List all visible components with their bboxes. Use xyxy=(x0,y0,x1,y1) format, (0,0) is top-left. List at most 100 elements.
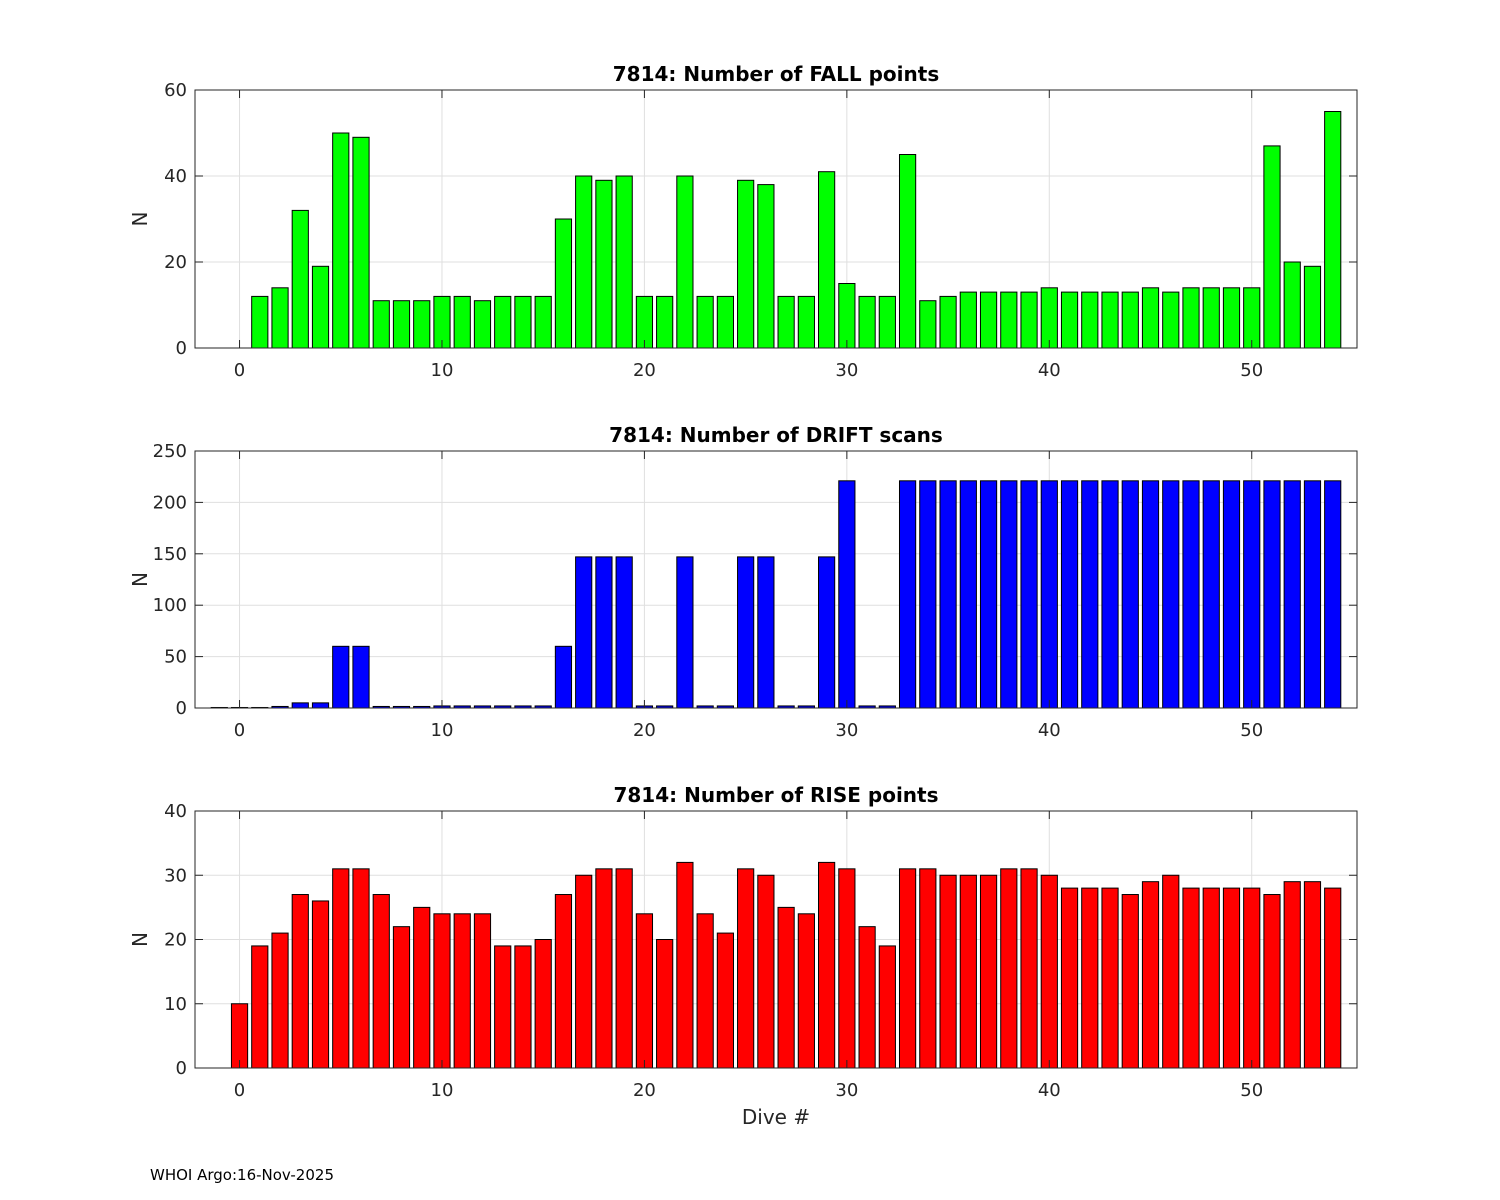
bar-dive-4 xyxy=(311,702,330,709)
bar-dive-41 xyxy=(1060,887,1079,1069)
bar-dive-50 xyxy=(1243,480,1261,709)
bar-dive-37 xyxy=(979,874,998,1069)
x-tick-label: 20 xyxy=(633,1080,656,1101)
bar-dive-46 xyxy=(1162,291,1180,349)
y-axis-label: N xyxy=(128,212,152,227)
x-tick-label: 0 xyxy=(234,720,245,741)
bar-dive-48 xyxy=(1202,287,1220,349)
bar-dive-30 xyxy=(838,283,856,349)
bar-dive-7 xyxy=(372,300,390,349)
bar-dive-8 xyxy=(392,926,411,1069)
bar-dive-16 xyxy=(554,218,573,349)
bar-dive-27 xyxy=(777,295,795,349)
bar-dive-21 xyxy=(656,295,674,349)
y-tick-label: 10 xyxy=(164,994,187,1015)
x-tick-label: 30 xyxy=(835,360,858,381)
bar-dive-36 xyxy=(959,874,977,1069)
bar-dive-16 xyxy=(554,645,573,709)
bar-dive-49 xyxy=(1222,887,1241,1069)
bar-dive-37 xyxy=(979,480,998,709)
bar-dive-29 xyxy=(818,556,836,709)
bar-dive-15 xyxy=(534,939,552,1069)
x-tick-label: 30 xyxy=(835,720,858,741)
bar-dive-51 xyxy=(1263,145,1281,349)
bar-dive-6 xyxy=(352,645,370,709)
bar-dive-20 xyxy=(635,913,654,1069)
bar-dive-47 xyxy=(1182,887,1200,1069)
x-tick-label: 20 xyxy=(633,720,656,741)
x-tick-label: 0 xyxy=(234,360,245,381)
bar-dive-12 xyxy=(473,913,492,1069)
y-tick-label: 50 xyxy=(164,647,187,668)
bar-dive-18 xyxy=(595,556,613,709)
bar-dive-6 xyxy=(352,868,370,1069)
bar-dive-48 xyxy=(1202,480,1220,709)
bar-dive-2 xyxy=(271,932,289,1069)
bar-dive-17 xyxy=(575,874,593,1069)
bar-dive-15 xyxy=(534,295,552,349)
bar-dive-54 xyxy=(1324,887,1342,1069)
y-tick-label: 20 xyxy=(164,252,187,273)
x-tick-label: 0 xyxy=(234,1080,245,1101)
x-tick-label: 10 xyxy=(431,360,454,381)
bar-dive-52 xyxy=(1283,480,1301,709)
axes-box xyxy=(194,450,1358,709)
bar-dive-19 xyxy=(615,556,633,709)
x-tick-label: 50 xyxy=(1240,360,1263,381)
bar-dive-27 xyxy=(777,906,795,1069)
chart-panel-3: 0 10 20 30 40 50 0 10 20 30 40 7814: Number of RISE… xyxy=(128,783,1358,1129)
bar-dive-2 xyxy=(271,287,289,349)
bar-dive-16 xyxy=(554,894,573,1069)
bar-dive-39 xyxy=(1020,480,1038,709)
bar-dive-22 xyxy=(676,861,694,1069)
bar-dive-14 xyxy=(514,295,532,349)
bar-dive-42 xyxy=(1081,887,1099,1069)
x-tick-label: 40 xyxy=(1038,720,1061,741)
bar-dive-39 xyxy=(1020,868,1038,1069)
bar-dive-26 xyxy=(757,556,775,709)
bar-dive-31 xyxy=(858,295,876,349)
bar-dive-19 xyxy=(615,868,633,1069)
y-tick-label: 150 xyxy=(153,544,187,565)
bar-dive-42 xyxy=(1081,480,1099,709)
y-tick-label: 20 xyxy=(164,930,187,951)
bar-dive-29 xyxy=(818,861,836,1069)
bar-dive-34 xyxy=(919,480,937,709)
axes-box xyxy=(194,89,1358,349)
bar-dive-41 xyxy=(1060,291,1079,349)
bar-dive-47 xyxy=(1182,480,1200,709)
bar-dive-51 xyxy=(1263,894,1281,1069)
bar-dive-23 xyxy=(696,913,714,1069)
bar-dive-33 xyxy=(898,868,917,1069)
x-tick-label: 20 xyxy=(633,360,656,381)
bar-dive-48 xyxy=(1202,887,1220,1069)
bar-dive-5 xyxy=(332,868,350,1069)
bar-dive-45 xyxy=(1141,287,1160,349)
bar-dive-43 xyxy=(1101,291,1119,349)
bar-dive-44 xyxy=(1121,480,1139,709)
bar-dive-6 xyxy=(352,136,370,349)
x-tick-label: 40 xyxy=(1038,1080,1061,1101)
bar-dive-14 xyxy=(514,945,532,1069)
bar-dive-35 xyxy=(939,295,957,349)
x-tick-label: 40 xyxy=(1038,360,1061,381)
bar-dive-40 xyxy=(1040,874,1058,1069)
footer-stamp: WHOI Argo:16-Nov-2025 xyxy=(150,1166,334,1184)
bar-dive-13 xyxy=(494,945,512,1069)
bar-dive-49 xyxy=(1222,480,1241,709)
x-tick-label: 30 xyxy=(835,1080,858,1101)
chart-title: 7814: Number of FALL points xyxy=(613,62,939,86)
bar-dive-49 xyxy=(1222,287,1241,349)
bar-dive-1 xyxy=(251,295,269,349)
bar-dive-18 xyxy=(595,179,613,349)
bar-dive-26 xyxy=(757,874,775,1069)
bar-dive-37 xyxy=(979,291,998,349)
bar-dive-39 xyxy=(1020,291,1038,349)
bar-dive-17 xyxy=(575,175,593,349)
bar-dive-4 xyxy=(311,900,330,1069)
bar-dive-40 xyxy=(1040,287,1058,349)
bar-dive-54 xyxy=(1324,480,1342,709)
bar-dive-26 xyxy=(757,184,775,349)
chart-title: 7814: Number of RISE points xyxy=(613,783,938,807)
